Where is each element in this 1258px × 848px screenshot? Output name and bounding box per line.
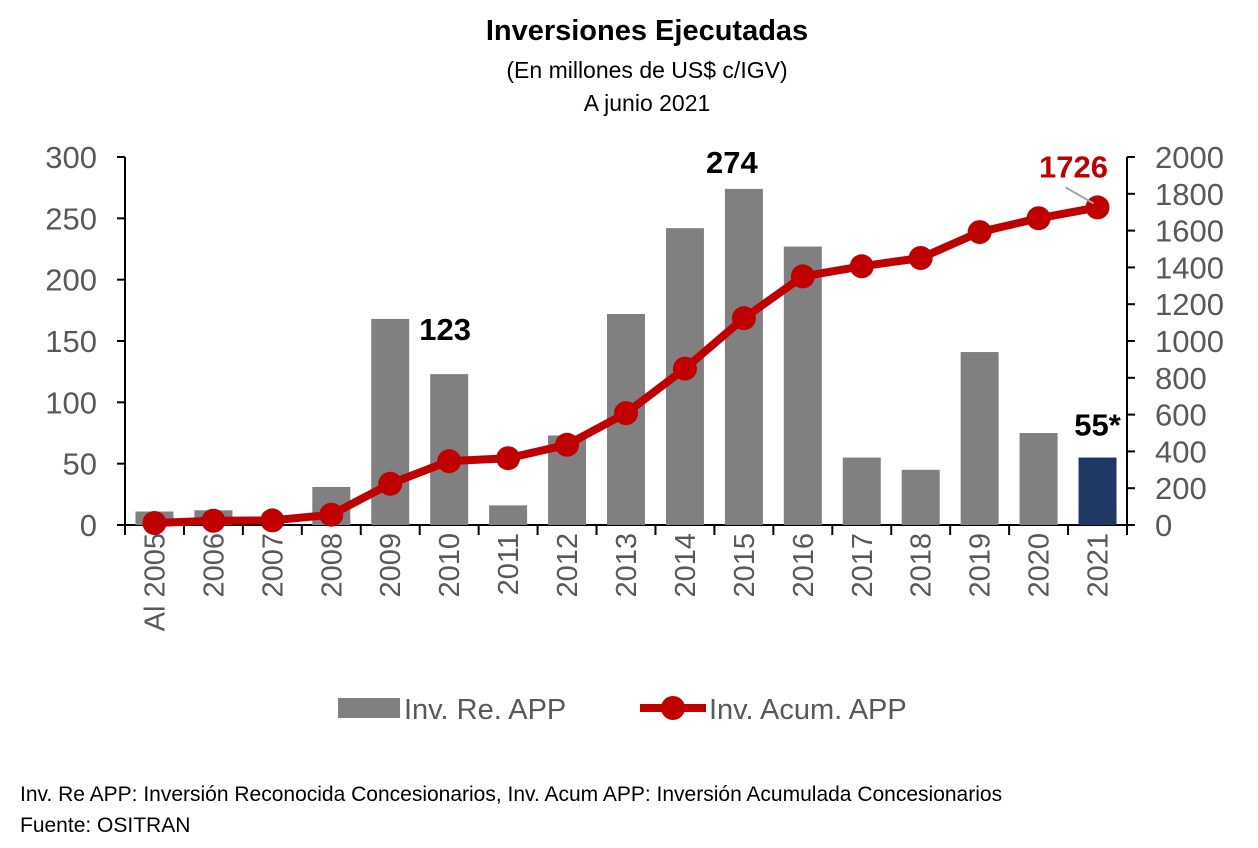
x-tick-label: 2009 bbox=[375, 533, 407, 598]
legend-label-line: Inv. Acum. APP bbox=[709, 694, 907, 726]
left-tick-label: 100 bbox=[45, 385, 97, 420]
x-tick-label: 2015 bbox=[729, 533, 761, 598]
bar bbox=[783, 246, 822, 525]
x-tick-label: 2008 bbox=[316, 533, 348, 598]
x-tick-label: 2006 bbox=[198, 533, 230, 598]
line-marker bbox=[790, 264, 815, 289]
legend-swatch-bars bbox=[338, 698, 400, 718]
footnote-definition: Inv. Re APP: Inversión Reconocida Conces… bbox=[20, 783, 1003, 806]
right-tick-label: 1200 bbox=[1155, 287, 1224, 322]
legend-label-bars: Inv. Re. APP bbox=[404, 694, 566, 726]
x-tick-label: Al 2005 bbox=[139, 533, 171, 631]
line-marker bbox=[614, 401, 638, 426]
right-tick-label: 1400 bbox=[1155, 250, 1224, 285]
line-marker bbox=[378, 471, 403, 496]
data-label: 55* bbox=[1074, 408, 1121, 443]
right-tick-label: 800 bbox=[1155, 361, 1207, 396]
annotation-leader bbox=[1065, 186, 1095, 205]
right-tick-label: 1600 bbox=[1155, 214, 1224, 249]
line-marker bbox=[1026, 206, 1051, 231]
x-tick-label: 2011 bbox=[493, 533, 525, 595]
data-label: 1726 bbox=[1039, 149, 1108, 184]
x-tick-label: 2007 bbox=[257, 533, 289, 598]
x-tick-label: 2017 bbox=[847, 533, 879, 598]
bar bbox=[960, 352, 999, 525]
data-label: 123 bbox=[419, 312, 471, 347]
left-tick-label: 0 bbox=[80, 508, 97, 543]
bar bbox=[724, 188, 763, 526]
right-tick-label: 1000 bbox=[1155, 324, 1224, 359]
chart-subtitle: (En millones de US$ c/IGV) bbox=[506, 57, 787, 83]
left-tick-label: 250 bbox=[45, 201, 97, 236]
line-marker bbox=[849, 254, 874, 279]
footnote-source: Fuente: OSITRAN bbox=[20, 814, 191, 837]
line-marker bbox=[260, 508, 285, 533]
left-tick-label: 50 bbox=[63, 447, 97, 482]
line-marker bbox=[319, 502, 344, 527]
line-marker bbox=[1085, 195, 1110, 220]
line-marker bbox=[731, 306, 756, 331]
bar bbox=[901, 469, 940, 525]
left-tick-label: 200 bbox=[45, 263, 97, 298]
x-tick-label: 2019 bbox=[965, 533, 997, 598]
line-marker bbox=[437, 449, 462, 474]
legend: Inv. Re. APP Inv. Acum. APP bbox=[338, 694, 907, 726]
x-tick-label: 2016 bbox=[788, 533, 820, 598]
right-tick-label: 1800 bbox=[1155, 177, 1224, 212]
right-tick-label: 400 bbox=[1155, 434, 1207, 469]
right-tick-label: 600 bbox=[1155, 398, 1207, 433]
chart-title: Inversiones Ejecutadas bbox=[486, 15, 808, 47]
right-tick-label: 0 bbox=[1155, 508, 1172, 543]
line-marker bbox=[967, 220, 992, 245]
right-tick-label: 2000 bbox=[1155, 140, 1224, 175]
x-tick-label: 2013 bbox=[611, 533, 643, 598]
bar bbox=[1019, 433, 1058, 525]
line-marker bbox=[496, 446, 521, 471]
x-tick-label: 2014 bbox=[670, 533, 702, 598]
line-marker bbox=[555, 432, 580, 457]
line-marker bbox=[908, 246, 933, 271]
x-tick-label: 2018 bbox=[906, 533, 938, 598]
line-marker bbox=[142, 510, 167, 535]
x-tick-label: 2010 bbox=[434, 533, 466, 598]
legend-swatch-marker bbox=[661, 696, 685, 720]
x-tick-label: 2020 bbox=[1024, 533, 1056, 598]
bar bbox=[1078, 457, 1117, 525]
bar bbox=[489, 505, 528, 525]
left-tick-label: 300 bbox=[45, 140, 97, 175]
x-tick-label: 2012 bbox=[552, 533, 584, 598]
data-label: 274 bbox=[706, 145, 758, 180]
right-tick-label: 200 bbox=[1155, 471, 1207, 506]
left-tick-label: 150 bbox=[45, 324, 97, 359]
x-tick-label: 2021 bbox=[1083, 533, 1115, 598]
chart-subtitle-date: A junio 2021 bbox=[584, 90, 711, 116]
line-marker bbox=[672, 356, 697, 381]
bar bbox=[842, 457, 881, 525]
line-marker bbox=[201, 508, 226, 533]
